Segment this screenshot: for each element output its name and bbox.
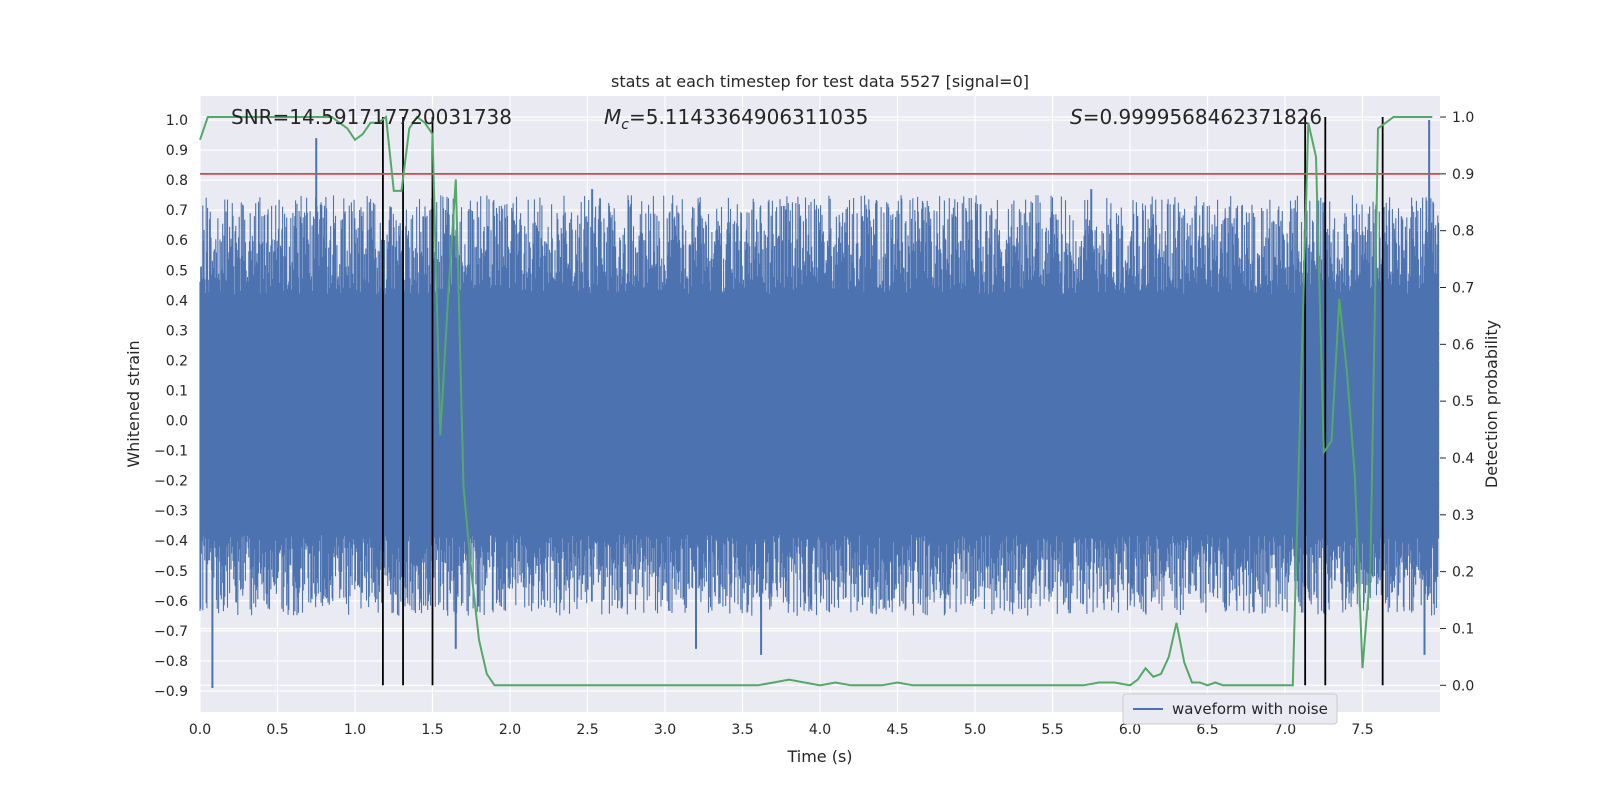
- y-tick-label: −0.6: [154, 594, 188, 610]
- y-tick-label: −0.9: [154, 684, 188, 700]
- y-tick-label: 0.7: [166, 203, 188, 219]
- y2-tick-label: 0.3: [1452, 508, 1474, 524]
- x-tick-label: 3.5: [731, 722, 753, 738]
- y-tick-label: −0.8: [154, 654, 188, 670]
- y-tick-label: 0.5: [166, 263, 188, 279]
- legend: waveform with noise: [1122, 693, 1338, 725]
- y-tick-label: 1.0: [166, 113, 188, 129]
- x-tick-label: 5.0: [964, 722, 986, 738]
- y-tick-label: 0.3: [166, 323, 188, 339]
- y2-tick-label: 1.0: [1452, 110, 1474, 126]
- y2-tick-label: 0.9: [1452, 167, 1474, 183]
- y2-tick-label: 0.1: [1452, 621, 1474, 637]
- y2-tick-label: 0.5: [1452, 394, 1474, 410]
- x-tick-label: 4.5: [886, 722, 908, 738]
- y-tick-label: −0.1: [154, 444, 188, 460]
- x-tick-label: 2.0: [499, 722, 521, 738]
- y-tick-label: 0.4: [166, 293, 188, 309]
- y-tick-label: 0.1: [166, 383, 188, 399]
- x-axis-label: Time (s): [786, 747, 852, 766]
- x-axis-ticks: 0.0 0.5 1.0 1.5 2.0 2.5 3.0 3.5 4.0 4.5 5.0 5.5 6.0 6…: [189, 722, 1374, 738]
- x-tick-label: 7.0: [1274, 722, 1296, 738]
- waveform-series: [199, 120, 1440, 688]
- x-tick-label: 2.5: [576, 722, 598, 738]
- y-tick-label: 0.8: [166, 173, 188, 189]
- y-tick-label: −0.2: [154, 474, 188, 490]
- y-tick-label: 0.6: [166, 233, 188, 249]
- y2-axis-label: Detection probability: [1482, 320, 1501, 488]
- x-tick-label: 6.0: [1119, 722, 1141, 738]
- x-tick-label: 1.0: [344, 722, 366, 738]
- x-tick-label: 3.0: [654, 722, 676, 738]
- y2-tick-label: 0.0: [1452, 678, 1474, 694]
- x-tick-label: 1.5: [421, 722, 443, 738]
- snr-annotation: SNR=14.591717720031738: [231, 105, 512, 129]
- y2-tick-label: 0.7: [1452, 281, 1474, 297]
- y-tick-label: −0.3: [154, 504, 188, 520]
- x-tick-label: 7.5: [1351, 722, 1373, 738]
- y-tick-label: 0.2: [166, 353, 188, 369]
- legend-box: [1122, 693, 1338, 725]
- y-tick-label: 0.0: [166, 414, 188, 430]
- s-annotation: S=0.9999568462371826: [1070, 105, 1322, 129]
- x-tick-label: 5.5: [1041, 722, 1063, 738]
- y-tick-label: 0.9: [166, 143, 188, 159]
- y-tick-label: −0.5: [154, 564, 188, 580]
- chirp-mass-annotation: Mc=5.1143364906311035: [604, 105, 868, 133]
- y-tick-label: −0.7: [154, 624, 188, 640]
- y2-axis-ticks: 1.0 0.9 0.8 0.7 0.6 0.5 0.4 0.3 0.2 0.1 0.0: [1440, 110, 1474, 694]
- y2-tick-label: 0.4: [1452, 451, 1474, 467]
- y2-tick-label: 0.6: [1452, 337, 1474, 353]
- x-tick-label: 0.5: [266, 722, 288, 738]
- y2-tick-label: 0.8: [1452, 224, 1474, 240]
- probability-line: [199, 115, 1433, 687]
- x-tick-label: 6.5: [1196, 722, 1218, 738]
- y-axis-label: Whitened strain: [124, 340, 143, 467]
- y-tick-label: −0.4: [154, 534, 188, 550]
- y2-tick-label: 0.2: [1452, 565, 1474, 581]
- y-axis-ticks: 1.0 0.9 0.8 0.7 0.6 0.5 0.4 0.3 0.2 0.1 0.0 −0.1 −0.…: [154, 113, 188, 700]
- legend-label: waveform with noise: [1172, 700, 1328, 718]
- waveform-core: [200, 345, 1439, 511]
- chart-title: stats at each timestep for test data 552…: [611, 72, 1029, 91]
- x-tick-label: 0.0: [189, 722, 211, 738]
- x-tick-label: 4.0: [809, 722, 831, 738]
